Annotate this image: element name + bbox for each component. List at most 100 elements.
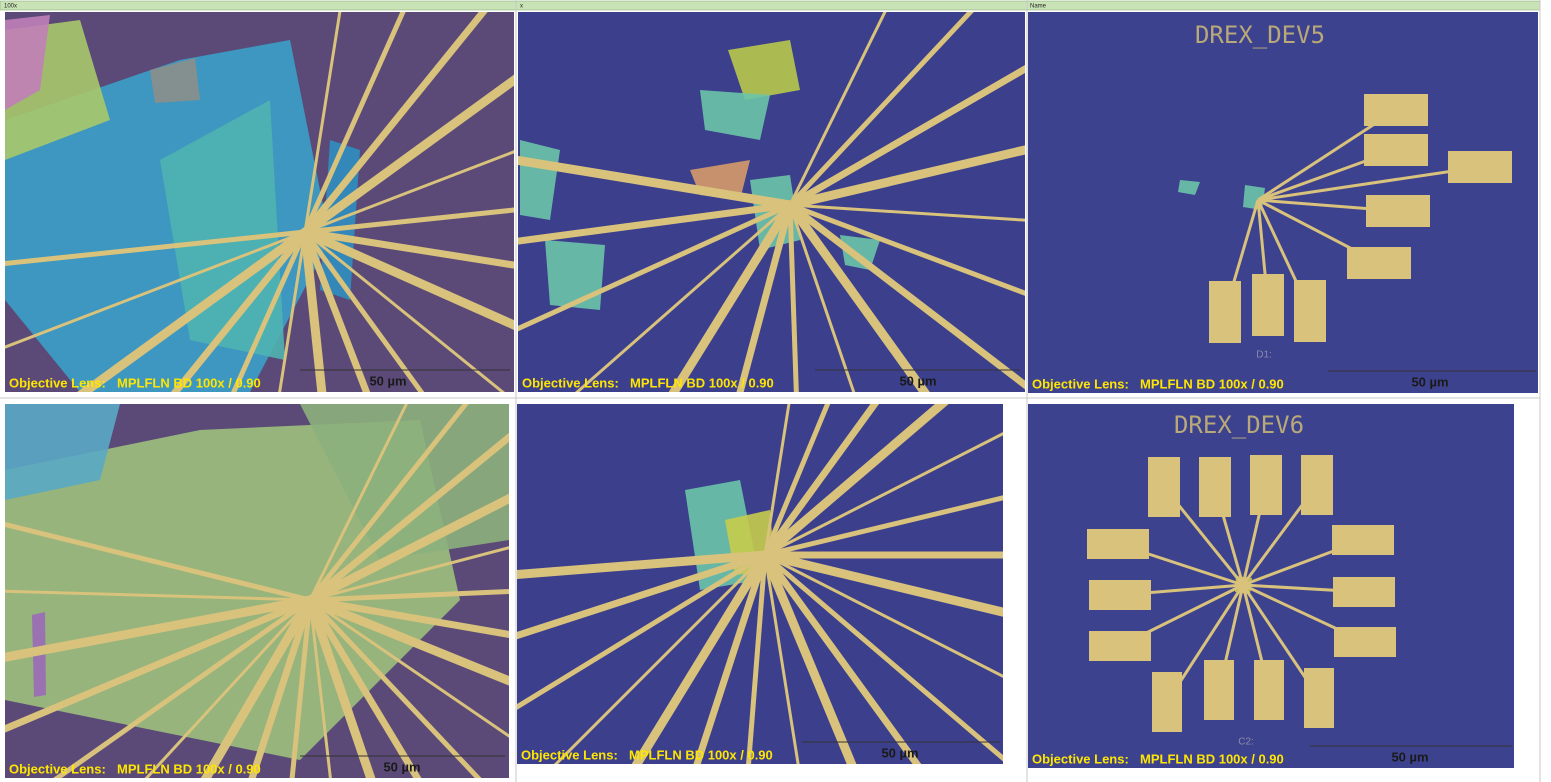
lead	[788, 204, 856, 392]
bond-pad	[1209, 281, 1241, 343]
lead	[307, 493, 509, 605]
bond-pad	[1254, 660, 1284, 720]
micrograph: 50 µm Objective Lens: MPLFLN BD 100x / 0.9…	[517, 404, 1003, 764]
lead	[309, 546, 509, 602]
lens-name: MPLFLN BD 100x / 0.90	[629, 747, 773, 762]
lead	[302, 12, 406, 234]
lead	[248, 598, 314, 778]
lead	[308, 404, 409, 601]
bond-pad	[1366, 195, 1430, 227]
site-label: C2:	[1238, 737, 1254, 748]
lead	[5, 521, 311, 603]
lead	[762, 552, 922, 764]
device-label: DREX_DEV5	[1195, 21, 1325, 49]
lead	[763, 404, 791, 556]
bond-pad	[1364, 134, 1428, 166]
lead	[304, 230, 505, 392]
lead	[760, 553, 857, 764]
lead	[304, 150, 514, 234]
lead	[53, 597, 312, 778]
lens-caption: Objective Lens:	[522, 375, 619, 390]
flake	[545, 240, 605, 310]
bond-pad	[1332, 525, 1394, 555]
lead	[736, 204, 794, 392]
lens-caption: Objective Lens:	[9, 375, 106, 390]
lead	[763, 550, 1003, 617]
lead	[304, 228, 514, 269]
lens-caption: Objective Lens:	[1032, 751, 1129, 766]
micrograph: 50 µm Objective Lens: MPLFLN BD 100x / 0.9…	[518, 12, 1025, 392]
lead	[746, 554, 768, 764]
device-label: DREX_DEV6	[1174, 411, 1304, 439]
scale-label: 50 µm	[1391, 749, 1428, 764]
flake	[728, 40, 800, 100]
lead	[786, 202, 930, 392]
flake	[700, 90, 770, 140]
lead	[308, 595, 509, 686]
lead	[631, 552, 769, 764]
lead	[517, 552, 767, 710]
bond-pad	[1364, 94, 1428, 126]
scale-label: 50 µm	[369, 373, 406, 388]
lead	[302, 12, 488, 235]
lens-caption: Objective Lens:	[9, 761, 106, 776]
lead	[553, 553, 767, 764]
lead	[787, 202, 1025, 390]
lead	[764, 553, 1003, 678]
lead	[5, 589, 311, 602]
lead	[788, 145, 1025, 210]
lead	[308, 599, 332, 778]
micrograph: 50 µm Objective Lens: MPLFLN BD 100x / 0.9…	[1028, 404, 1514, 768]
bond-pad	[1448, 151, 1512, 183]
bond-pad	[1250, 455, 1282, 515]
lead	[309, 598, 509, 738]
lens-name: MPLFLN BD 100x / 0.90	[1140, 376, 1284, 391]
lead	[693, 553, 769, 764]
micrograph: 50 µm Objective Lens: MPLFLN BD 100x / 0.9…	[5, 12, 514, 392]
bond-pad	[1252, 274, 1284, 336]
header-row	[0, 0, 1541, 11]
lead	[278, 231, 307, 392]
lead	[309, 588, 509, 603]
lead	[305, 598, 376, 778]
lead	[574, 203, 791, 392]
bond-pad	[1089, 580, 1151, 610]
lens-name: MPLFLN BD 100x / 0.90	[630, 375, 774, 390]
scale-label: 50 µm	[383, 759, 420, 774]
lead	[764, 495, 1003, 558]
lens-name: MPLFLN BD 100x / 0.90	[117, 375, 261, 390]
lens-caption: Objective Lens:	[521, 747, 618, 762]
lead	[77, 228, 308, 392]
bond-pad	[1204, 660, 1234, 720]
lead	[788, 12, 887, 206]
bond-pad	[1152, 672, 1182, 732]
lead	[763, 553, 1003, 762]
flake	[5, 420, 460, 760]
lead	[289, 599, 313, 778]
lead	[5, 596, 312, 733]
lead	[303, 12, 342, 233]
lead	[309, 596, 509, 639]
lead	[308, 598, 482, 778]
bond-pad	[1089, 631, 1151, 661]
lead	[200, 597, 314, 778]
lead	[789, 203, 1025, 222]
lead	[787, 204, 799, 392]
lead	[170, 229, 308, 392]
lead	[518, 202, 792, 332]
scale-label: 50 µm	[899, 373, 936, 388]
lead	[5, 229, 306, 267]
lead	[302, 230, 425, 392]
lead	[788, 12, 974, 207]
bond-pad	[1294, 280, 1326, 342]
lead	[231, 230, 308, 392]
lead	[762, 404, 880, 558]
lead	[762, 404, 831, 556]
lens-caption: Objective Lens:	[1032, 376, 1129, 391]
bond-pad	[1333, 577, 1395, 607]
flake	[150, 58, 200, 103]
lead	[5, 230, 306, 349]
lead	[762, 404, 949, 559]
